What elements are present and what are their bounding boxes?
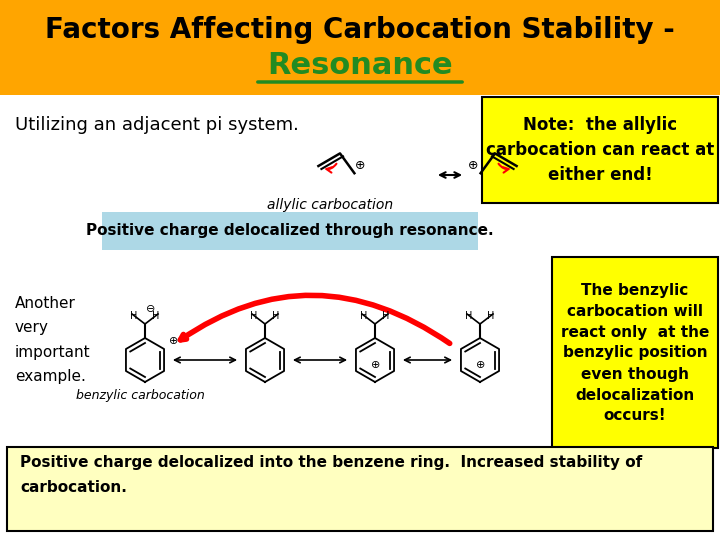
Text: H: H — [130, 311, 138, 321]
Text: $\oplus$: $\oplus$ — [354, 159, 365, 172]
Text: Factors Affecting Carbocation Stability -: Factors Affecting Carbocation Stability … — [45, 16, 675, 44]
FancyBboxPatch shape — [102, 212, 478, 250]
FancyBboxPatch shape — [0, 95, 720, 540]
Text: H: H — [272, 311, 279, 321]
Text: Positive charge delocalized into the benzene ring.  Increased stability of
carbo: Positive charge delocalized into the ben… — [20, 455, 642, 495]
Text: H: H — [251, 311, 258, 321]
Text: H: H — [153, 311, 160, 321]
Text: $\oplus$: $\oplus$ — [467, 159, 478, 172]
Text: allylic carbocation: allylic carbocation — [267, 198, 393, 212]
Text: H: H — [465, 311, 473, 321]
FancyBboxPatch shape — [482, 97, 718, 203]
Text: Resonance: Resonance — [267, 51, 453, 79]
FancyBboxPatch shape — [0, 0, 720, 95]
Text: Positive charge delocalized through resonance.: Positive charge delocalized through reso… — [86, 224, 494, 239]
Text: benzylic carbocation: benzylic carbocation — [76, 388, 204, 402]
Text: H: H — [360, 311, 368, 321]
Text: $\oplus$: $\oplus$ — [168, 334, 178, 346]
Text: Note:  the allylic
carbocation can react at
either end!: Note: the allylic carbocation can react … — [486, 116, 714, 184]
Text: $\oplus$: $\oplus$ — [475, 360, 485, 370]
FancyBboxPatch shape — [552, 257, 718, 448]
Text: Utilizing an adjacent pi system.: Utilizing an adjacent pi system. — [15, 116, 299, 134]
Text: The benzylic
carbocation will
react only  at the
benzylic position
even though
d: The benzylic carbocation will react only… — [561, 282, 709, 423]
Text: $\ominus$: $\ominus$ — [145, 302, 155, 314]
Text: Another
very
important
example.: Another very important example. — [15, 295, 91, 384]
Text: H: H — [382, 311, 390, 321]
FancyBboxPatch shape — [7, 447, 713, 531]
Text: H: H — [487, 311, 495, 321]
Text: $\oplus$: $\oplus$ — [370, 360, 380, 370]
